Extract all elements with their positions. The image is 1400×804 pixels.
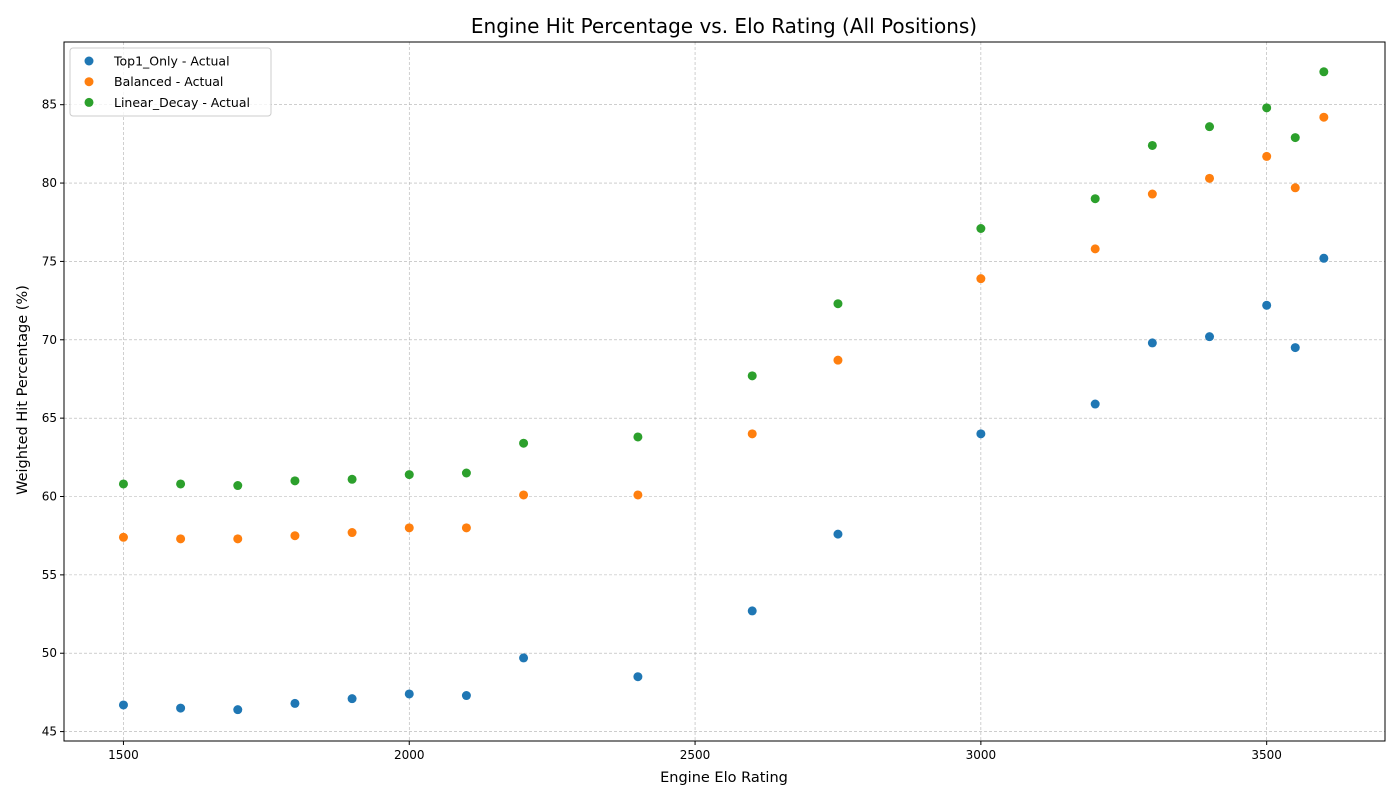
data-point: [1205, 173, 1215, 183]
y-tick-label: 45: [42, 725, 57, 739]
data-point: [976, 224, 986, 234]
data-point: [833, 299, 843, 309]
legend-box: [69, 47, 272, 117]
data-point: [1319, 112, 1329, 122]
data-point: [176, 479, 186, 489]
x-tick-label: 3000: [966, 748, 997, 762]
data-point: [233, 534, 243, 544]
data-point: [976, 274, 986, 284]
y-tick-label: 55: [42, 568, 57, 582]
y-tick-label: 70: [42, 333, 57, 347]
legend-marker: [84, 77, 94, 87]
data-point: [1262, 151, 1272, 161]
y-tick-label: 65: [42, 411, 57, 425]
data-point: [1290, 183, 1300, 193]
data-point: [404, 689, 414, 699]
legend-marker: [84, 97, 94, 107]
grid-layer: [64, 42, 1385, 741]
data-point: [1090, 194, 1100, 204]
x-tick-label: 2000: [394, 748, 425, 762]
data-point: [1262, 103, 1272, 113]
legend-marker: [84, 56, 94, 66]
legend-label: Balanced - Actual: [114, 74, 223, 89]
data-point: [233, 481, 243, 491]
data-point: [976, 429, 986, 439]
data-point: [1290, 343, 1300, 353]
ticks-layer: 1500 2000 2500 3000 3500 45 50 55 60 65 70 75 80 85: [42, 98, 1282, 762]
data-point: [176, 703, 186, 713]
data-point: [1090, 399, 1100, 409]
data-point: [1147, 189, 1157, 199]
data-point: [519, 438, 529, 448]
data-point: [1262, 300, 1272, 310]
y-tick-label: 75: [42, 254, 57, 268]
legend: Top1_Only - Actual Balanced - Actual Linea…: [69, 47, 272, 117]
data-point: [118, 479, 128, 489]
data-point: [1090, 244, 1100, 254]
data-point: [461, 523, 471, 533]
x-tick-label: 3500: [1251, 748, 1282, 762]
data-point: [1147, 338, 1157, 348]
data-point: [633, 432, 643, 442]
legend-label: Linear_Decay - Actual: [114, 95, 250, 110]
points-layer: [118, 67, 1329, 715]
data-point: [747, 371, 757, 381]
x-tick-label: 2500: [680, 748, 711, 762]
y-axis-label: Weighted Hit Percentage (%): [15, 285, 31, 495]
data-point: [1205, 332, 1215, 342]
data-point: [347, 474, 357, 484]
data-point: [747, 606, 757, 616]
data-point: [347, 694, 357, 704]
y-tick-label: 80: [42, 176, 57, 190]
data-point: [176, 534, 186, 544]
data-point: [233, 705, 243, 715]
y-tick-label: 85: [42, 98, 57, 112]
data-point: [1319, 253, 1329, 263]
series-2: [118, 112, 1329, 544]
data-point: [461, 691, 471, 701]
data-point: [404, 523, 414, 533]
data-point: [1147, 140, 1157, 150]
data-point: [1205, 122, 1215, 132]
data-point: [290, 476, 300, 486]
data-point: [404, 470, 414, 480]
chart-title: Engine Hit Percentage vs. Elo Rating (Al…: [471, 14, 977, 38]
data-point: [347, 528, 357, 538]
plot-frame: [63, 41, 1386, 742]
data-point: [519, 490, 529, 500]
data-point: [833, 529, 843, 539]
data-point: [747, 429, 757, 439]
data-point: [633, 672, 643, 682]
data-point: [290, 698, 300, 708]
series-3: [118, 67, 1329, 491]
data-point: [118, 532, 128, 542]
series-1: [118, 253, 1329, 715]
data-point: [633, 490, 643, 500]
y-tick-label: 50: [42, 646, 57, 660]
data-point: [1319, 67, 1329, 77]
data-point: [1290, 133, 1300, 143]
data-point: [290, 531, 300, 541]
legend-entries: Top1_Only - Actual Balanced - Actual Linea…: [84, 54, 250, 110]
data-point: [118, 700, 128, 710]
x-axis-label: Engine Elo Rating: [660, 770, 788, 786]
data-point: [519, 653, 529, 663]
data-point: [461, 468, 471, 478]
legend-label: Top1_Only - Actual: [113, 54, 230, 69]
x-tick-label: 1500: [108, 748, 139, 762]
y-tick-label: 60: [42, 490, 57, 504]
data-point: [833, 355, 843, 365]
